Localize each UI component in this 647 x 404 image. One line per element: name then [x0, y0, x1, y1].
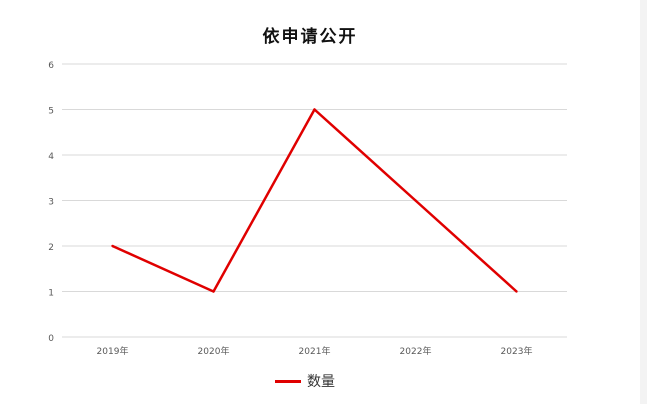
legend-swatch [275, 379, 301, 383]
x-tick-label: 2021年 [299, 345, 331, 357]
data-point [313, 108, 316, 111]
legend: 数量 [275, 371, 335, 391]
x-tick-label: 2023年 [501, 345, 533, 357]
x-tick-label: 2022年 [400, 345, 432, 357]
y-tick-label: 5 [48, 107, 54, 117]
y-tick-label: 1 [48, 289, 54, 299]
data-point [414, 199, 417, 202]
y-tick-label: 2 [48, 243, 54, 253]
y-tick-label: 0 [48, 334, 54, 344]
scrollbar-track[interactable] [640, 0, 647, 404]
data-point [212, 290, 215, 293]
data-point [515, 290, 518, 293]
legend-label: 数量 [307, 374, 335, 390]
x-tick-label: 2019年 [97, 345, 129, 357]
chart-title: 依申请公开 [262, 27, 358, 47]
y-tick-label: 4 [48, 152, 54, 162]
data-point [111, 244, 114, 248]
y-tick-label: 3 [48, 198, 54, 208]
y-tick-label: 6 [48, 61, 54, 71]
x-tick-label: 2020年 [198, 345, 230, 357]
